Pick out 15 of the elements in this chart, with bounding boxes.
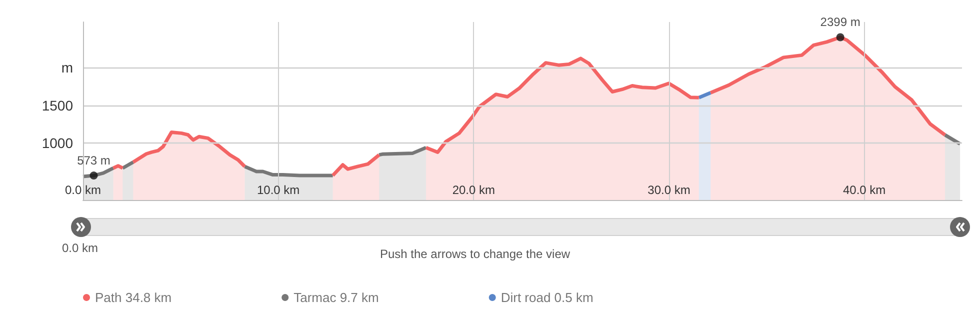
- y-tick-label: m: [61, 59, 73, 76]
- x-tick-label: 20.0 km: [452, 183, 496, 197]
- x-tick-label: 0.0 km: [64, 183, 102, 197]
- legend-label: Path 34.8 km: [95, 290, 172, 305]
- y-tick-label: 1500: [42, 97, 74, 114]
- legend-label: Dirt road 0.5 km: [500, 290, 594, 305]
- text: 0.0 km: [62, 241, 98, 255]
- x-tick-label: 10.0 km: [256, 183, 300, 197]
- annotation: 2399 m: [820, 15, 860, 30]
- legend-label: Tarmac 9.7 km: [294, 290, 379, 305]
- annotation: 573 m: [77, 154, 110, 168]
- y-tick-label: 1000: [42, 135, 74, 152]
- x-tick-label: 40.0 km: [842, 183, 886, 197]
- text: Push the arrows to change the view: [380, 247, 570, 261]
- x-tick-label: 30.0 km: [648, 183, 690, 197]
